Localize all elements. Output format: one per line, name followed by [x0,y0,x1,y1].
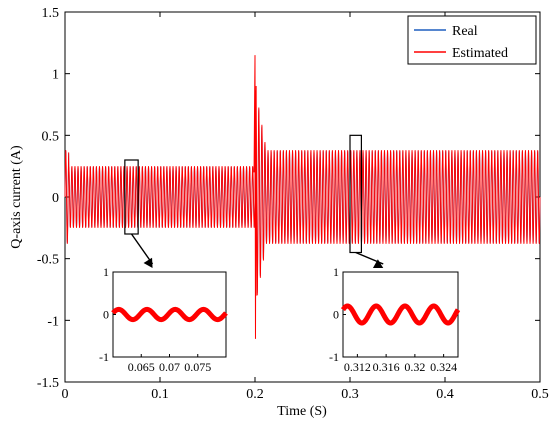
y-tick-label: -1.5 [37,376,59,391]
inset-y-tick-label: 1 [103,265,109,279]
inset-x-tick-label: 0.324 [430,360,457,374]
inset-x-tick-label: 0.312 [344,360,371,374]
x-tick-label: 0.5 [531,387,549,402]
y-tick-label: 0.5 [42,129,60,144]
x-tick-label: 0.1 [151,387,169,402]
zoom-arrowhead-2 [372,259,384,268]
x-tick-label: 0.3 [341,387,359,402]
y-tick-label: 0 [52,191,59,206]
insets: 1 0 -1 0.065 0.07 0.075 1 0 -1 0.312 0.316 0.32 0.32… [99,265,461,374]
inset-y-tick-label: -1 [329,350,339,364]
transient-spike [253,55,258,339]
x-tick-label: 0 [62,387,69,402]
zoom-arrowhead-1 [143,257,153,268]
inset-x-tick-label: 0.065 [128,360,155,374]
inset-y-tick-label: 0 [333,308,339,322]
inset-x-tick-label: 0.316 [373,360,400,374]
inset-x-tick-label: 0.075 [184,360,211,374]
y-tick-label: -1 [47,314,59,329]
inset-y-tick-label: 0 [103,308,109,322]
inset-x-tick-label: 0.07 [159,360,180,374]
series-estimated-line [64,90,541,296]
inset-1: 1 0 -1 0.065 0.07 0.075 [99,265,228,374]
main-signal [64,55,541,339]
legend: Real Estimated [407,15,537,65]
legend-box [407,15,537,65]
inset-signal [340,303,461,326]
inset-signal [111,306,228,323]
zoom-arrow-1 [130,233,154,265]
inset-2: 1 0 -1 0.312 0.316 0.32 0.324 [329,265,461,374]
x-tick-label: 0.2 [246,387,264,402]
inset-y-tick-label: -1 [99,350,109,364]
inset-y-tick-label: 1 [333,265,339,279]
main-ticks: 0 0.1 0.2 0.3 0.4 0.5 -1.5 -1 -0.5 0 0.5 1 1.5 [37,6,549,402]
legend-label-estimated: Estimated [452,46,508,61]
legend-label-real: Real [452,24,478,39]
zoom-arrows [130,233,384,268]
y-tick-label: -0.5 [37,253,59,268]
y-axis-label: Q-axis current (A) [9,145,24,249]
y-tick-label: 1.5 [42,6,60,21]
x-axis-label: Time (S) [277,404,327,419]
inset-x-tick-label: 0.32 [404,360,425,374]
x-tick-label: 0.4 [436,387,454,402]
y-tick-label: 1 [52,68,59,83]
